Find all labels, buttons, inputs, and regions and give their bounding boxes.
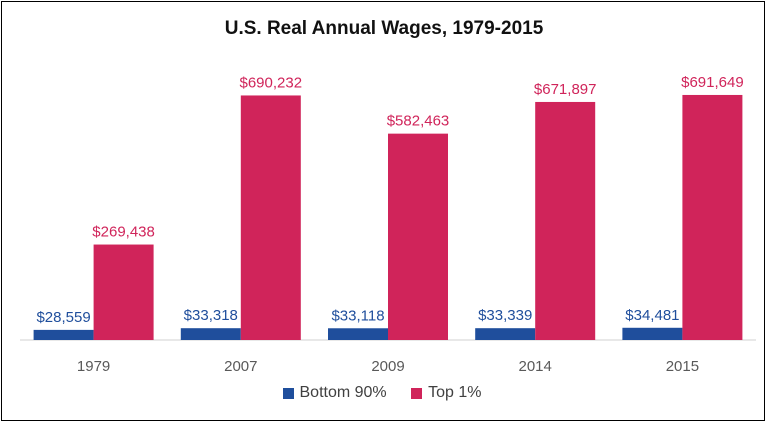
bar-top-1-2014: [535, 101, 596, 341]
bar-bottom-90-2009: [328, 328, 388, 340]
x-tick-label-2007: 2007: [224, 358, 257, 375]
legend-item-bottom-90: Bottom 90%: [282, 384, 387, 402]
legend-label-bottom-90: Bottom 90%: [299, 384, 387, 401]
data-label-top-1-1979: $269,438: [92, 224, 155, 241]
bar-bottom-90-1979: [33, 329, 94, 340]
bar-top-1-2009: [388, 133, 448, 340]
bar-bottom-90-2014: [475, 328, 536, 340]
data-label-bottom-90-2014: $33,339: [478, 307, 532, 324]
legend-label-top-1: Top 1%: [428, 384, 482, 401]
bar-bottom-90-2015: [622, 327, 683, 340]
data-label-bottom-90-2009: $33,118: [331, 307, 384, 324]
bar-top-1-2007: [240, 95, 301, 340]
x-tick-label-2014: 2014: [519, 358, 552, 375]
x-tick-label-1979: 1979: [77, 358, 110, 375]
legend-swatch-bottom-90: [282, 387, 294, 399]
data-label-top-1-2014: $671,897: [534, 81, 597, 98]
legend-item-top-1: Top 1%: [411, 384, 481, 402]
data-label-top-1-2009: $582,463: [387, 113, 450, 130]
x-tick-label-2015: 2015: [666, 358, 699, 375]
data-label-bottom-90-2007: $33,318: [184, 307, 238, 324]
chart-title: U.S. Real Annual Wages, 1979-2015: [224, 18, 544, 39]
legend-swatch-top-1: [411, 387, 423, 399]
legend: Bottom 90% Top 1%: [0, 384, 764, 404]
data-label-bottom-90-1979: $28,559: [36, 309, 90, 326]
bar-bottom-90-2007: [180, 328, 241, 340]
data-label-top-1-2015: $691,649: [681, 74, 744, 91]
bar-top-1-1979: [93, 244, 154, 340]
bar-top-1-2015: [682, 94, 743, 340]
data-label-bottom-90-2015: $34,481: [625, 307, 679, 324]
x-tick-label-2009: 2009: [371, 358, 404, 375]
data-label-top-1-2007: $690,232: [240, 74, 303, 91]
